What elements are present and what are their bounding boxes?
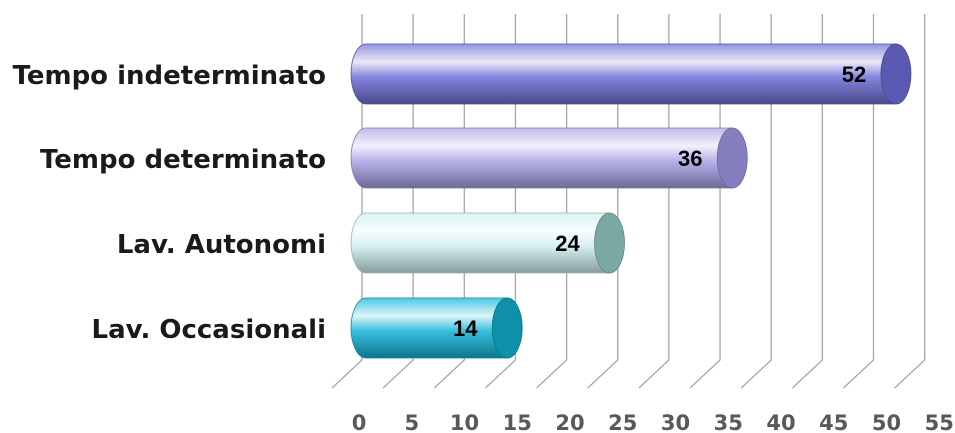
category-label: Lav. Autonomi: [117, 230, 326, 260]
bars: 52 36 24 14: [350, 43, 912, 359]
data-label: 36: [678, 146, 702, 171]
gridline: [740, 14, 772, 389]
data-label: 52: [842, 62, 866, 87]
x-tick-label: 10: [450, 411, 479, 433]
x-axis-tick-labels: 0 5 10 15 20 25 30 35 40 45 50 55: [352, 411, 954, 433]
x-tick-label: 25: [608, 411, 637, 433]
gridline: [894, 14, 926, 389]
bar-body: [350, 212, 610, 274]
bar-body: [350, 297, 508, 359]
x-tick-label: 5: [404, 411, 419, 433]
gridline: [843, 14, 875, 389]
gridline: [791, 14, 823, 389]
x-tick-label: 30: [661, 411, 690, 433]
bar-lav-occasionali: [350, 297, 523, 359]
bar-end-cap: [491, 297, 523, 359]
data-label: 24: [555, 231, 580, 256]
x-tick-label: 50: [872, 411, 901, 433]
x-tick-label: 45: [819, 411, 848, 433]
x-tick-label: 55: [925, 411, 954, 433]
bar-lav-autonomi: [350, 212, 625, 274]
bar-end-cap: [594, 212, 625, 274]
data-label: 14: [453, 316, 478, 341]
bar-tempo-indeterminato: [350, 43, 912, 105]
x-tick-label: 35: [714, 411, 743, 433]
bar-body: [350, 127, 733, 189]
x-tick-label: 40: [766, 411, 795, 433]
bar-tempo-determinato: [350, 127, 748, 189]
bar-body: [350, 43, 897, 105]
category-label: Tempo determinato: [40, 145, 326, 175]
bar-end-cap: [880, 43, 912, 105]
x-tick-label: 15: [503, 411, 532, 433]
category-label: Tempo indeterminato: [13, 61, 326, 91]
category-labels: Tempo indeterminato Tempo determinato Lav.…: [13, 61, 326, 345]
bar-end-cap: [716, 127, 748, 189]
x-tick-label: 20: [555, 411, 584, 433]
x-tick-label: 0: [352, 411, 367, 433]
category-label: Lav. Occasionali: [92, 315, 326, 345]
